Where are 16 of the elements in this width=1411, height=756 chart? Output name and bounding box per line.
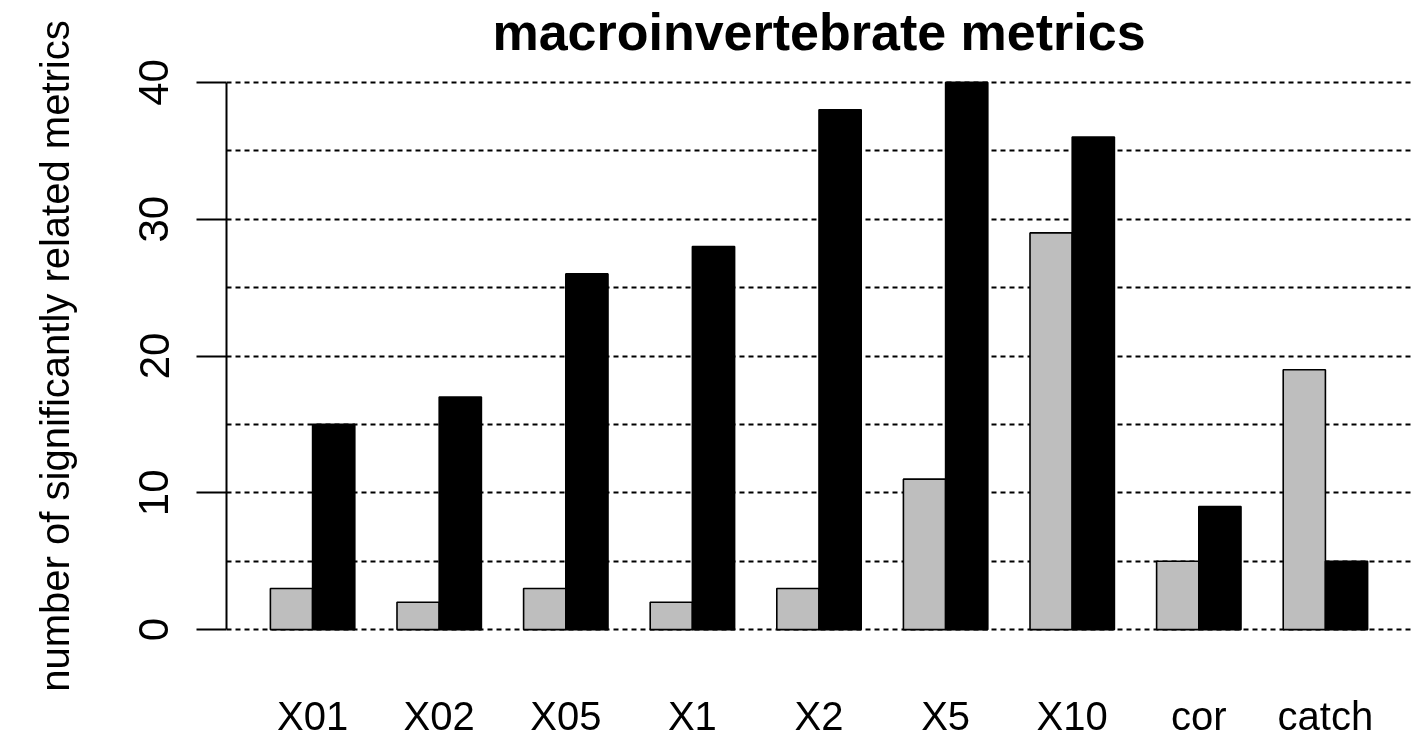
x-tick-label: X02: [403, 693, 475, 738]
chart-title: macroinvertebrate metrics: [492, 2, 1146, 61]
x-tick-label: cor: [1171, 693, 1227, 738]
x-tick-label: X2: [794, 693, 844, 738]
x-tick-label: X01: [277, 693, 349, 738]
y-tick-label: 30: [130, 195, 178, 243]
y-axis-title: number of significantly related metrics: [32, 20, 77, 692]
x-tick-label: X1: [667, 693, 717, 738]
x-tick-label: X5: [921, 693, 971, 738]
y-tick-label: 40: [130, 59, 178, 106]
y-tick-label: 20: [130, 332, 178, 380]
y-tick-label: 0: [130, 617, 178, 642]
x-tick-label: catch: [1277, 693, 1374, 738]
x-tick-label: X05: [530, 693, 602, 738]
y-tick-label: 10: [130, 469, 178, 517]
x-tick-label: X10: [1036, 693, 1108, 738]
